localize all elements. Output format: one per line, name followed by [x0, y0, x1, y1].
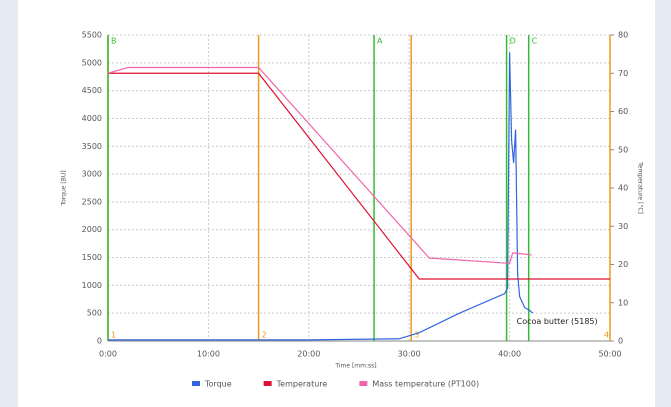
y-tick-label: 5500 [82, 31, 102, 40]
y-axis-label: Torque [BU] [61, 170, 68, 206]
legend-swatch [192, 381, 200, 386]
x-tick-label: 20:00 [297, 350, 320, 359]
y-tick-label: 3500 [82, 142, 102, 151]
y2-tick-label: 30 [618, 222, 628, 231]
y2-tick-label: 0 [618, 337, 623, 346]
y-tick-label: 2500 [82, 197, 102, 206]
x-tick-label: 30:00 [398, 350, 421, 359]
y-tick-label: 2000 [82, 225, 102, 234]
y-tick-label: 0 [97, 337, 102, 346]
y2-tick-label: 10 [618, 298, 628, 307]
y2-tick-label: 60 [618, 107, 628, 116]
y-tick-label: 5000 [82, 58, 102, 67]
legend-swatch [359, 381, 368, 386]
y-tick-label: 4000 [82, 114, 102, 123]
y2-tick-label: 80 [618, 31, 628, 40]
marker-label: 1 [111, 331, 116, 340]
series-line [108, 72, 610, 280]
marker-label: D [510, 37, 516, 46]
x-tick-label: 50:00 [598, 350, 621, 359]
y2-tick-label: 20 [618, 260, 628, 269]
legend-swatch [263, 381, 272, 386]
series-line [107, 66, 532, 264]
x-axis-label: Time [mm:ss] [334, 363, 376, 370]
marker-label: 2 [262, 331, 267, 340]
y-tick-label: 1000 [82, 281, 102, 290]
y2-tick-label: 40 [618, 184, 628, 193]
marker-label: 4 [604, 331, 609, 340]
y-tick-label: 1500 [82, 253, 102, 262]
marker-label: C [532, 37, 538, 46]
x-tick-label: 10:00 [197, 350, 220, 359]
x-tick-label: 40:00 [498, 350, 521, 359]
legend-label: Mass temperature (PT100) [372, 380, 479, 389]
y-tick-label: 4500 [82, 86, 102, 95]
x-tick-label: 0:00 [99, 350, 117, 359]
y2-tick-label: 70 [618, 69, 628, 78]
legend-label: Temperature [276, 380, 328, 389]
panel [18, 0, 655, 407]
marker-label: B [111, 37, 117, 46]
annotation: Cocoa butter (5185) [517, 317, 598, 326]
marker-label: A [377, 37, 383, 46]
y2-tick-label: 50 [618, 145, 628, 154]
series-line [108, 52, 534, 341]
legend-label: Torque [204, 380, 232, 389]
y-tick-label: 3000 [82, 170, 102, 179]
y-tick-label: 500 [87, 309, 102, 318]
y2-axis-label: Temperature [°C] [637, 161, 644, 214]
marker-label: 3 [414, 331, 419, 340]
